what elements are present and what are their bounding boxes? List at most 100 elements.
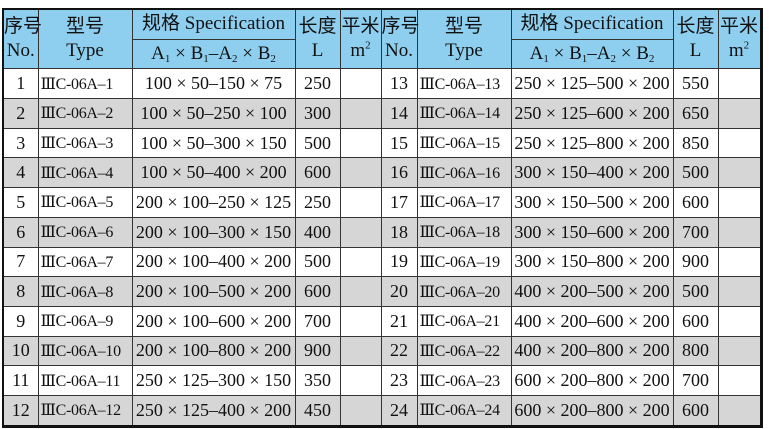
row-no: 12 (2, 394, 39, 427)
row-type: ⅢC-06A–10 (37, 335, 133, 367)
row-no: 23 (380, 365, 418, 396)
row-area (717, 127, 762, 159)
row-area (717, 365, 762, 396)
row-no: 18 (380, 216, 418, 248)
row-no: 21 (380, 305, 418, 337)
row-length: 650 (672, 98, 719, 129)
row-spec: 200 × 100–800 × 200 (131, 335, 296, 367)
row-spec: 200 × 100–400 × 200 (131, 246, 296, 278)
row-no: 9 (2, 305, 39, 337)
row-spec: 200 × 100–500 × 200 (131, 276, 296, 307)
row-length: 500 (294, 246, 341, 278)
row-type: ⅢC-06A–6 (37, 216, 133, 248)
row-length: 700 (294, 305, 341, 337)
row-length: 600 (672, 187, 719, 218)
col-spec-header: 规格 Specification (131, 8, 296, 40)
table-row: 11 ⅢC-06A–11 250 × 125–300 × 150 350 23 ⅢC-06… (2, 365, 762, 396)
no-cn: 序号 (381, 16, 420, 38)
row-spec: 200 × 100–300 × 150 (131, 216, 296, 248)
row-area (339, 246, 382, 278)
row-no: 1 (2, 68, 39, 100)
len-en: L (311, 40, 324, 62)
row-type: ⅢC-06A–13 (416, 68, 512, 100)
row-spec: 400 × 200–500 × 200 (510, 276, 674, 307)
row-length: 600 (672, 394, 719, 427)
area-cn: 平米 (341, 16, 380, 38)
row-area (717, 98, 762, 129)
row-no: 16 (380, 157, 418, 189)
row-spec: 250 × 125–600 × 200 (510, 98, 674, 129)
row-length: 400 (294, 216, 341, 248)
table-row: 2 ⅢC-06A–2 100 × 50–250 × 100 300 14 ⅢC-06A–1… (2, 98, 762, 129)
table-row: 4 ⅢC-06A–4 100 × 50–400 × 200 600 16 ⅢC-06A–1… (2, 157, 762, 189)
table-row: 9 ⅢC-06A–9 200 × 100–600 × 200 700 21 ⅢC-06A–… (2, 305, 762, 337)
table-row: 10 ⅢC-06A–10 200 × 100–800 × 200 900 22 ⅢC-06… (2, 335, 762, 367)
row-type: ⅢC-06A–19 (416, 246, 512, 278)
row-length: 550 (672, 68, 719, 100)
row-area (339, 276, 382, 307)
col-type-header: 型号 Type (37, 8, 133, 70)
row-no: 22 (380, 335, 418, 367)
spec-formula: A1 × B1–A2 × B2 (510, 38, 674, 70)
table-row: 7 ⅢC-06A–7 200 × 100–400 × 200 500 19 ⅢC-06A–… (2, 246, 762, 278)
row-spec: 300 × 150–600 × 200 (510, 216, 674, 248)
row-area (339, 187, 382, 218)
row-area (339, 305, 382, 337)
row-type: ⅢC-06A–23 (416, 365, 512, 396)
row-length: 250 (294, 68, 341, 100)
row-length: 900 (294, 335, 341, 367)
table-row: 6 ⅢC-06A–6 200 × 100–300 × 150 400 18 ⅢC-06A–… (2, 216, 762, 248)
row-no: 3 (2, 127, 39, 159)
row-spec: 300 × 150–500 × 200 (510, 187, 674, 218)
area-en: m2 (350, 39, 371, 62)
row-no: 14 (380, 98, 418, 129)
row-length: 450 (294, 394, 341, 427)
table-row: 5 ⅢC-06A–5 200 × 100–250 × 125 250 17 ⅢC-06A–… (2, 187, 762, 218)
row-area (717, 394, 762, 427)
row-no: 6 (2, 216, 39, 248)
table-row: 8 ⅢC-06A–8 200 × 100–500 × 200 600 20 ⅢC-06A–… (2, 276, 762, 307)
row-spec: 600 × 200–800 × 200 (510, 394, 674, 427)
row-spec: 200 × 100–600 × 200 (131, 305, 296, 337)
no-en: No. (385, 40, 413, 62)
row-length: 600 (294, 276, 341, 307)
row-type: ⅢC-06A–5 (37, 187, 133, 218)
row-length: 250 (294, 187, 341, 218)
row-area (717, 276, 762, 307)
table-row: 3 ⅢC-06A–3 100 × 50–300 × 150 500 15 ⅢC-06A–1… (2, 127, 762, 159)
row-area (339, 365, 382, 396)
area-en: m2 (728, 39, 750, 62)
row-area (339, 98, 382, 129)
no-en: No. (6, 40, 35, 62)
row-type: ⅢC-06A–3 (37, 127, 133, 159)
row-spec: 400 × 200–800 × 200 (510, 335, 674, 367)
col-area-header: 平米 m2 (339, 8, 382, 70)
row-type: ⅢC-06A–1 (37, 68, 133, 100)
type-cn: 型号 (65, 16, 104, 38)
row-no: 2 (2, 98, 39, 129)
type-en: Type (66, 40, 104, 62)
row-spec: 100 × 50–400 × 200 (131, 157, 296, 189)
row-spec: 250 × 125–500 × 200 (510, 68, 674, 100)
row-type: ⅢC-06A–12 (37, 394, 133, 427)
row-spec: 300 × 150–800 × 200 (510, 246, 674, 278)
row-length: 300 (294, 98, 341, 129)
row-no: 5 (2, 187, 39, 218)
row-no: 20 (380, 276, 418, 307)
row-area (339, 157, 382, 189)
row-spec: 100 × 50–300 × 150 (131, 127, 296, 159)
row-type: ⅢC-06A–11 (37, 365, 133, 396)
type-en: Type (445, 40, 483, 62)
row-length: 500 (294, 127, 341, 159)
row-no: 15 (380, 127, 418, 159)
row-type: ⅢC-06A–14 (416, 98, 512, 129)
row-area (339, 394, 382, 427)
row-length: 500 (672, 276, 719, 307)
table-row: 1 ⅢC-06A–1 100 × 50–150 × 75 250 13 ⅢC-06A–13… (2, 68, 762, 100)
row-area (717, 68, 762, 100)
row-length: 700 (672, 365, 719, 396)
row-no: 24 (380, 394, 418, 427)
row-type: ⅢC-06A–22 (416, 335, 512, 367)
col-area-header: 平米 m2 (717, 8, 762, 70)
row-no: 7 (2, 246, 39, 278)
